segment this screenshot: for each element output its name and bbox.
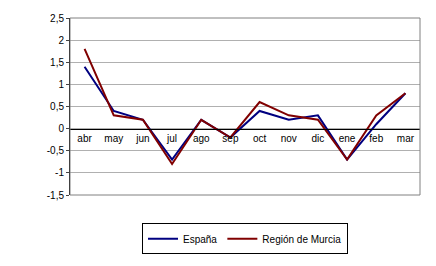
svg-text:-0,5: -0,5	[47, 145, 65, 156]
svg-text:2: 2	[58, 35, 64, 46]
svg-text:0,5: 0,5	[50, 101, 64, 112]
svg-text:Región de Murcia: Región de Murcia	[262, 234, 341, 245]
svg-text:0: 0	[58, 123, 64, 134]
svg-text:abr: abr	[77, 133, 92, 144]
svg-text:jul: jul	[166, 133, 177, 144]
svg-text:oct: oct	[253, 133, 267, 144]
svg-text:-1: -1	[55, 167, 64, 178]
svg-text:sep: sep	[222, 133, 239, 144]
svg-text:2,5: 2,5	[50, 13, 64, 24]
svg-text:may: may	[104, 133, 123, 144]
svg-text:1,5: 1,5	[50, 57, 64, 68]
svg-text:ago: ago	[193, 133, 210, 144]
svg-text:ene: ene	[339, 133, 356, 144]
svg-text:nov: nov	[281, 133, 297, 144]
svg-text:España: España	[183, 234, 217, 245]
svg-text:jun: jun	[135, 133, 149, 144]
svg-text:-1,5: -1,5	[47, 190, 65, 201]
svg-text:1: 1	[58, 79, 64, 90]
svg-text:mar: mar	[397, 133, 415, 144]
svg-text:dic: dic	[312, 133, 325, 144]
svg-text:feb: feb	[369, 133, 383, 144]
